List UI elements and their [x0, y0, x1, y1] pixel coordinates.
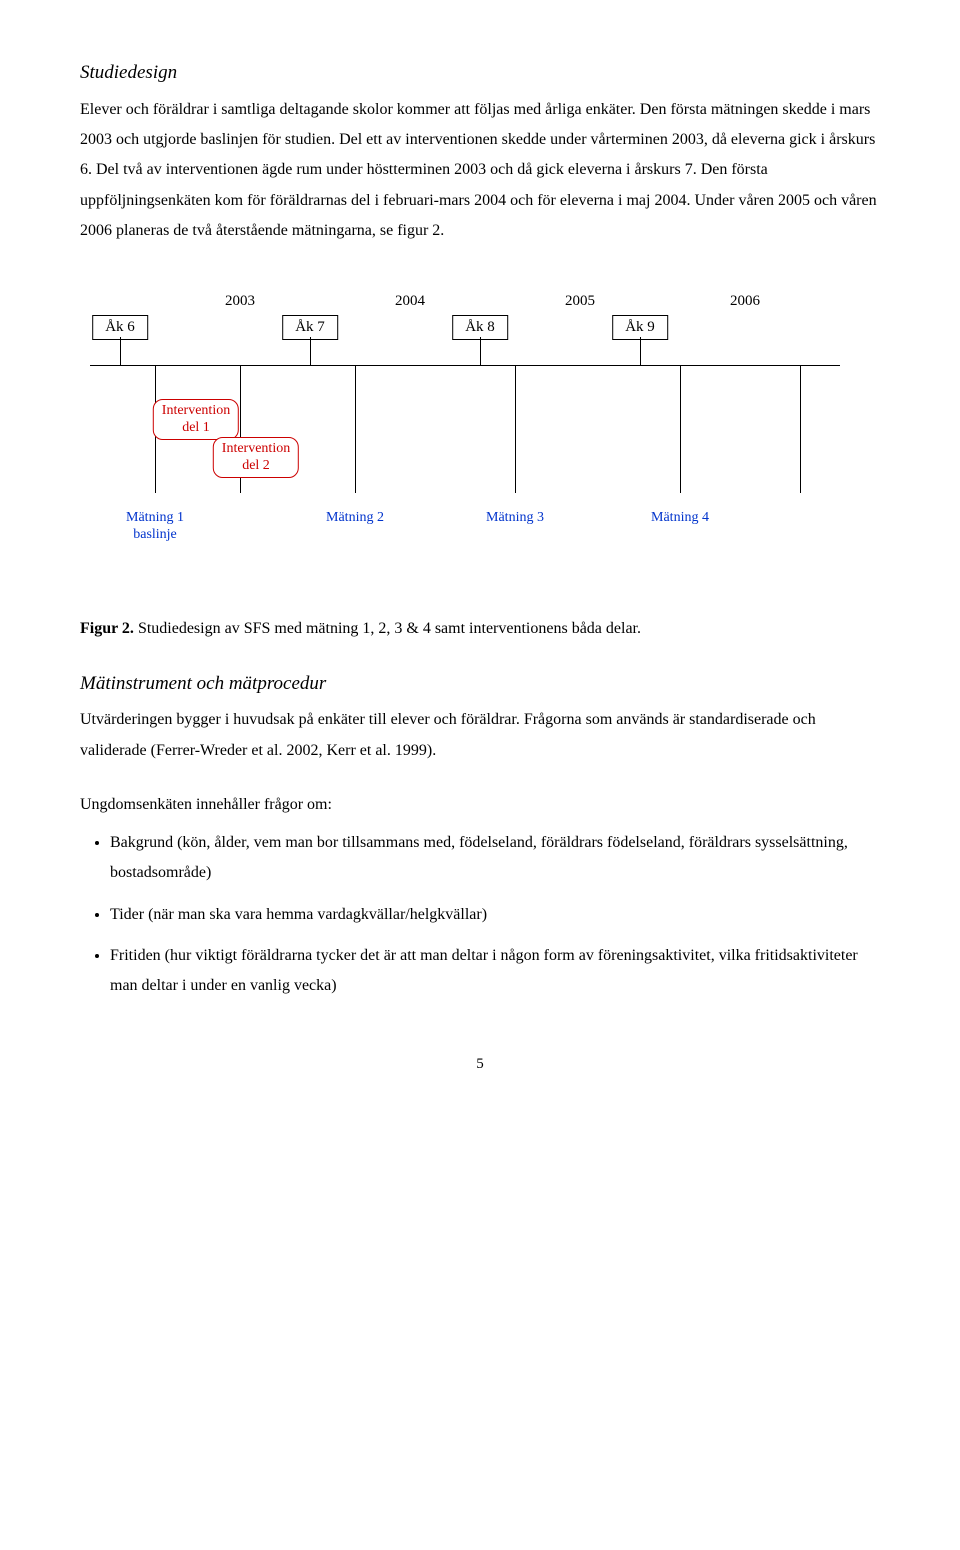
- event-tick: [355, 365, 356, 493]
- study-design-diagram: 2003200420052006Åk 6Åk 7Åk 8Åk 9Interven…: [80, 287, 880, 567]
- grade-tick: [480, 337, 481, 365]
- event-tick: [680, 365, 681, 493]
- year-label: 2005: [565, 287, 595, 316]
- year-label: 2003: [225, 287, 255, 316]
- list-intro: Ungdomsenkäten innehåller frågor om:: [80, 790, 880, 820]
- figure-caption: Figur 2. Studiedesign av SFS med mätning…: [80, 617, 880, 641]
- timeline-line: [90, 365, 840, 366]
- grade-tick: [310, 337, 311, 365]
- bullet-item: Bakgrund (kön, ålder, vem man bor tillsa…: [110, 828, 880, 887]
- paragraph-2: Utvärderingen bygger i huvudsak på enkät…: [80, 705, 880, 766]
- section-heading-studiedesign: Studiedesign: [80, 60, 880, 87]
- section-heading-matinstrument: Mätinstrument och mätprocedur: [80, 671, 880, 698]
- figure-caption-text: Studiedesign av SFS med mätning 1, 2, 3 …: [134, 620, 641, 637]
- year-label: 2006: [730, 287, 760, 316]
- year-label: 2004: [395, 287, 425, 316]
- page-number: 5: [80, 1050, 880, 1079]
- event-tick: [800, 365, 801, 493]
- measurement-label: Mätning 1baslinje: [126, 509, 184, 544]
- bullet-item: Fritiden (hur viktigt föräldrarna tycker…: [110, 941, 880, 1000]
- intervention-box: Interventiondel 2: [213, 437, 299, 478]
- measurement-label: Mätning 4: [651, 509, 709, 527]
- event-tick: [515, 365, 516, 493]
- bullet-list: Bakgrund (kön, ålder, vem man bor tillsa…: [80, 828, 880, 1000]
- grade-tick: [640, 337, 641, 365]
- measurement-label: Mätning 2: [326, 509, 384, 527]
- grade-tick: [120, 337, 121, 365]
- bullet-item: Tider (när man ska vara hemma vardagkväl…: [110, 900, 880, 930]
- paragraph-1: Elever och föräldrar i samtliga deltagan…: [80, 95, 880, 247]
- intervention-box: Interventiondel 1: [153, 399, 239, 440]
- figure-label: Figur 2.: [80, 620, 134, 637]
- measurement-label: Mätning 3: [486, 509, 544, 527]
